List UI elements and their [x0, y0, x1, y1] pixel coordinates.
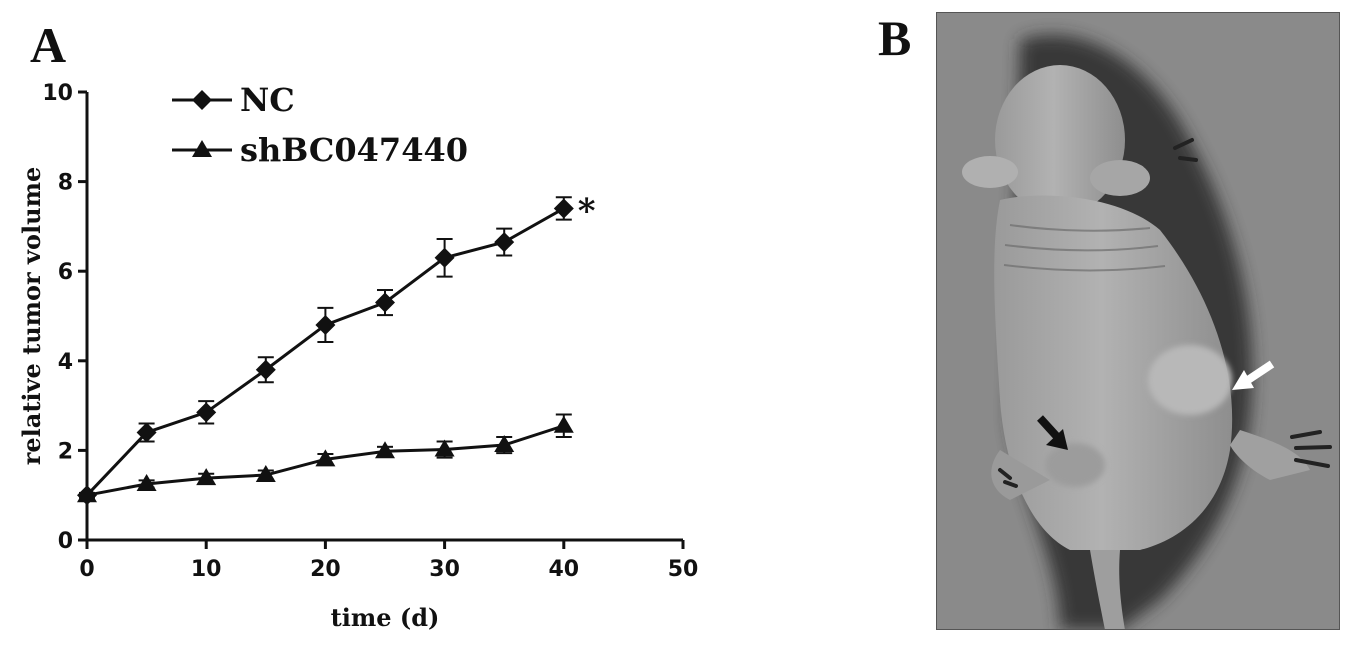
y-axis-title: relative tumor volume: [17, 167, 46, 465]
line-chart: 0 2 4 6 8 10 0 10 20 30 40 50 * NC shBC047440 time …: [17, 81, 698, 632]
mouse-ear-right: [1090, 160, 1150, 196]
hind-leg-left: [991, 450, 1050, 500]
legend: NC shBC047440: [172, 81, 468, 169]
panel-b-label: B: [878, 10, 911, 66]
black-arrow: [1037, 415, 1068, 450]
data-point: [77, 485, 97, 503]
series-shBC047440: [77, 413, 574, 503]
data-point: [494, 232, 515, 253]
series-NC: [77, 196, 574, 506]
data-point: [553, 198, 574, 219]
legend-label: shBC047440: [240, 131, 468, 169]
data-point: [375, 292, 395, 313]
y-tick-label: 6: [58, 260, 73, 285]
y-tick-label: 4: [58, 350, 73, 375]
series-layer: *: [77, 191, 596, 506]
data-point: [553, 415, 574, 433]
data-point: [494, 435, 515, 453]
data-point: [255, 465, 276, 483]
skin-folds: [1003, 224, 1166, 272]
claws: [998, 138, 1332, 488]
x-tick-label: 30: [429, 557, 460, 582]
white-arrow: [1232, 360, 1275, 390]
legend-marker: [192, 140, 212, 157]
data-point: [136, 422, 157, 443]
y-tick-label: 0: [58, 529, 73, 554]
data-point: [434, 247, 455, 268]
x-axis-title: time (d): [331, 603, 440, 632]
y-tick-label: 2: [58, 439, 73, 464]
data-point: [375, 441, 395, 459]
legend-label: NC: [240, 81, 295, 119]
significance-annotation: *: [578, 191, 596, 231]
panel-a-label: A: [30, 17, 66, 73]
chart-axes: [85, 92, 683, 542]
data-point: [315, 449, 336, 467]
data-point: [255, 359, 276, 380]
x-tick-label: 40: [548, 557, 579, 582]
x-tick-label: 10: [191, 557, 222, 582]
y-tick-label: 10: [42, 81, 73, 106]
x-ticks: 0 10 20 30 40 50: [79, 540, 698, 582]
hind-leg-right: [1230, 430, 1310, 480]
tumor-right: [1148, 345, 1232, 415]
mouse-photo: [936, 12, 1340, 630]
data-point: [196, 468, 217, 486]
mouse-ear-left: [962, 156, 1018, 188]
x-tick-label: 0: [79, 557, 94, 582]
mouse-tail: [1090, 550, 1125, 630]
data-point: [315, 314, 336, 335]
x-tick-label: 20: [310, 557, 341, 582]
data-point: [434, 439, 455, 457]
data-point: [136, 474, 157, 491]
data-point: [196, 402, 217, 423]
x-tick-label: 50: [668, 557, 699, 582]
y-ticks: 0 2 4 6 8 10: [42, 81, 87, 554]
legend-marker: [192, 90, 212, 110]
tumor-left: [1045, 443, 1105, 487]
y-tick-label: 8: [58, 171, 73, 196]
